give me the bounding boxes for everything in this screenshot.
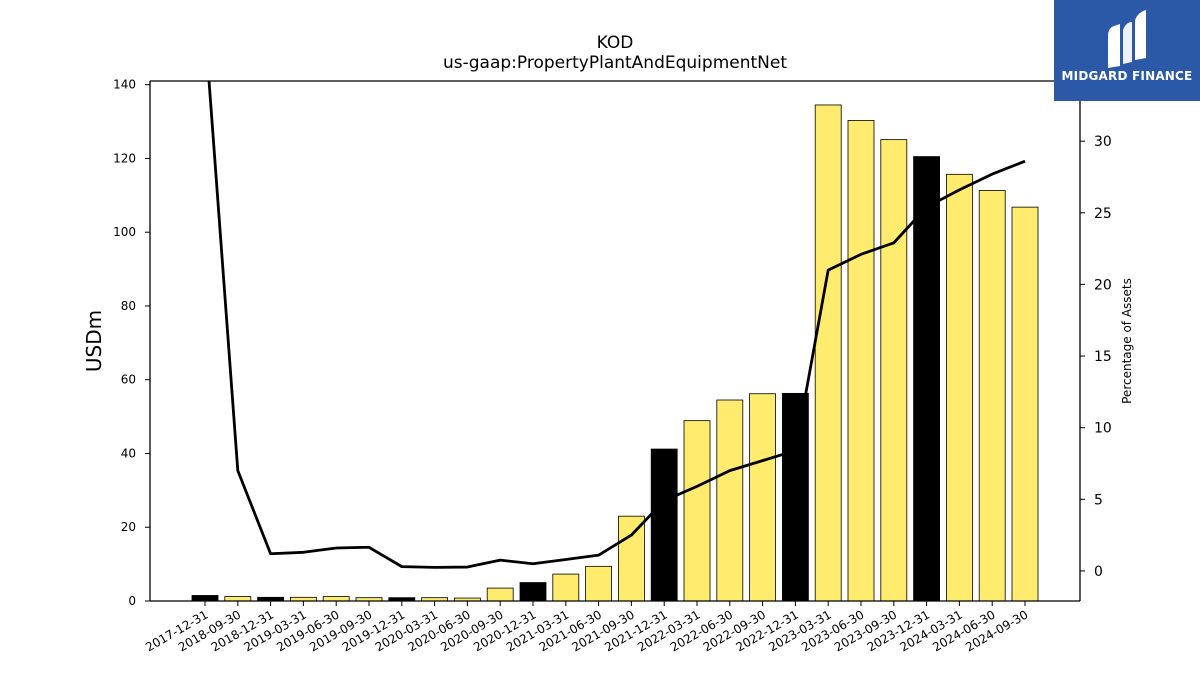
bar [749, 393, 776, 602]
y2-tick-label: 25 [1094, 206, 1112, 222]
bar [1011, 206, 1039, 602]
percentage-line [207, 81, 1026, 569]
y2-tick-label: 5 [1094, 492, 1103, 508]
y2-tick-label: 20 [1094, 277, 1112, 293]
bars-layer [191, 104, 1039, 602]
line-layer [207, 81, 1026, 569]
y2-tick-label: 15 [1094, 349, 1112, 365]
chart-title: KOD [597, 33, 634, 53]
bar [618, 515, 645, 602]
y-tick-label: 60 [121, 373, 136, 387]
y2-tick-label: 30 [1094, 134, 1112, 150]
y2-tick-label: 0 [1094, 564, 1103, 580]
y-tick-label: 120 [113, 151, 136, 165]
y-tick-label: 80 [121, 299, 136, 313]
bar [913, 156, 940, 602]
bar [519, 582, 547, 602]
midgard-logo-icon [1108, 10, 1146, 68]
bar [322, 596, 350, 602]
midgard-finance-logo: MIDGARD FINANCE [1054, 0, 1200, 101]
y-axis-label-right: Percentage of Assets [1120, 278, 1134, 404]
bar [224, 596, 252, 602]
bar [880, 139, 908, 602]
bar [585, 565, 612, 602]
bar [716, 399, 744, 602]
bar [847, 120, 875, 602]
y-tick-label: 20 [121, 520, 136, 534]
bar [814, 104, 842, 602]
logo-text: MIDGARD FINANCE [1061, 69, 1193, 83]
y-tick-label: 0 [128, 594, 136, 608]
bar [946, 173, 973, 602]
bar [191, 595, 219, 602]
chart-subtitle: us-gaap:PropertyPlantAndEquipmentNet [443, 53, 787, 73]
bar [650, 448, 678, 602]
bar [552, 573, 580, 602]
bar [683, 420, 711, 602]
y-tick-label: 140 [113, 78, 136, 92]
bar [486, 587, 514, 602]
y-tick-label: 100 [113, 225, 136, 239]
y-axis-label-left: USDm [82, 310, 106, 372]
bar [978, 190, 1006, 602]
y2-tick-label: 10 [1094, 421, 1112, 437]
bar [782, 392, 809, 602]
y-tick-label: 40 [121, 446, 136, 460]
